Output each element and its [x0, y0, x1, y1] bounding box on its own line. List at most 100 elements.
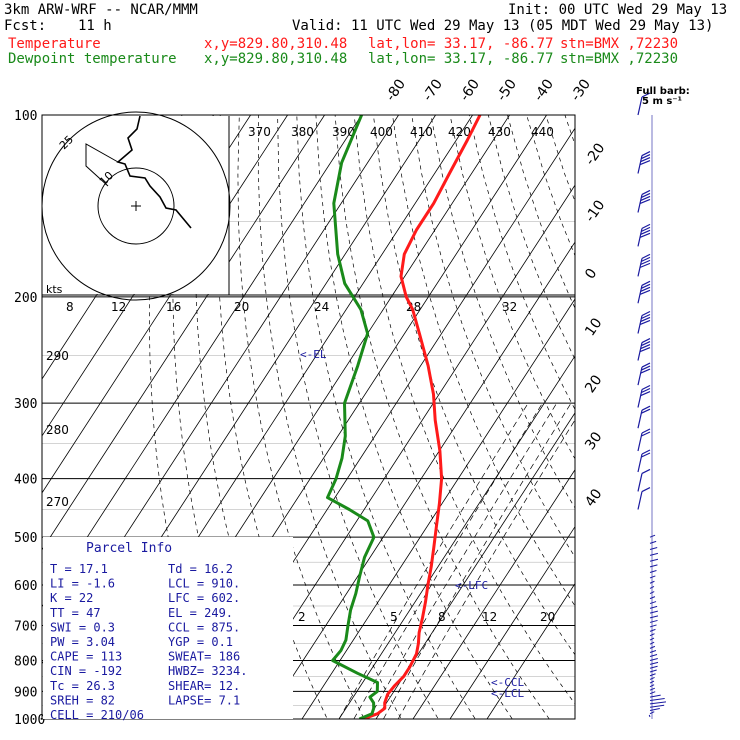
moist-adiabat — [383, 403, 572, 719]
parcel-row-right: EL = 249. — [168, 606, 233, 620]
dewpoint-legend-stn: stn=BMX ,72230 — [560, 51, 679, 67]
full-barb-label: Full barb: — [636, 86, 690, 97]
wind-barb-flag — [640, 195, 651, 202]
wind-barb-flag — [639, 198, 651, 205]
dry-adiabat — [353, 115, 575, 705]
parcel-row-right: LCL = 910. — [168, 577, 240, 591]
wind-barb-staff — [637, 432, 643, 452]
wind-barb-staff — [637, 473, 643, 492]
wind-barb-low — [649, 694, 661, 698]
wind-barb-flag — [641, 468, 651, 474]
lfc-marker: <-LFC — [455, 579, 488, 592]
dewpoint-legend-name: Dewpoint temperature — [8, 51, 177, 67]
lcl-marker: <-LCL — [491, 687, 524, 700]
moist-adiabat — [338, 403, 529, 719]
wind-barb — [637, 253, 651, 277]
isotherm-label: 0 — [582, 266, 600, 282]
hodograph-trace — [116, 115, 192, 229]
model-title: 3km ARW-WRF -- NCAR/MMM — [4, 2, 198, 18]
wind-barb-low — [649, 654, 658, 657]
isotherm-label: 20 — [582, 372, 605, 396]
wind-barb-low — [649, 665, 658, 669]
mixing-ratio-label: 2 — [298, 610, 306, 624]
hodograph-speed-label: 24 — [314, 300, 329, 314]
wind-barb-low — [649, 624, 657, 628]
forecast-hour: 11 h — [78, 18, 112, 34]
isotherm-label: -60 — [457, 76, 483, 104]
dry-adiabat — [172, 115, 254, 719]
wind-barb-low — [649, 650, 657, 653]
wind-barb-low — [649, 552, 658, 556]
isotherm-line — [301, 298, 575, 719]
parcel-info-panel: Parcel Info T = 17.1 Td = 16.2 LI = -1.6 LC… — [43, 537, 293, 722]
wind-barb-low — [649, 596, 656, 600]
theta-label: 410 — [410, 125, 433, 139]
dry-adiabat — [430, 115, 575, 509]
isotherm-label: -50 — [494, 76, 520, 104]
theta-label: 380 — [291, 125, 314, 139]
wind-barb-flag — [640, 368, 651, 374]
mixing-ratio-label: 5 — [390, 610, 398, 624]
isobar-label: 300 — [14, 397, 37, 412]
wind-barb-flag — [641, 452, 651, 458]
wind-barb-flag — [641, 189, 651, 196]
wind-barb-low — [649, 645, 656, 649]
parcel-row-right: SWEAT= 186 — [168, 650, 240, 664]
isobar-label: 1000 — [14, 713, 45, 728]
wind-barb-staff — [637, 453, 643, 473]
temperature-legend-xy: x,y=829.80,310.48 — [204, 36, 348, 52]
isobar-label: 900 — [14, 685, 37, 700]
dry-adiabat — [149, 115, 217, 719]
hodograph-speed-label: 12 — [111, 300, 126, 314]
parcel-row-right: HWBZ= 3234. — [168, 664, 247, 678]
wind-barb-low — [649, 707, 660, 711]
wind-barb-flag — [641, 338, 651, 344]
wind-barb-flag — [641, 384, 651, 391]
wind-barb-low — [649, 628, 656, 632]
wind-barb-low — [649, 575, 656, 579]
wind-barb-staff — [637, 491, 643, 510]
wind-barb-flag — [639, 319, 651, 326]
isotherm-line — [264, 241, 575, 719]
wind-barb — [637, 428, 651, 452]
hodograph-upper-trace — [85, 143, 119, 187]
temperature-legend-name: Temperature — [8, 36, 101, 52]
wind-barb-flag — [640, 286, 651, 292]
parcel-row-right: SHEAR= 12. — [168, 679, 240, 693]
theta-label: 390 — [332, 125, 355, 139]
parcel-row-left: CAPE = 113 — [50, 650, 122, 664]
isobar-label: 500 — [14, 531, 37, 546]
isobar-label: 600 — [14, 579, 37, 594]
theta-label: 420 — [448, 125, 471, 139]
wind-barb-low — [649, 615, 659, 619]
isobar-label: 400 — [14, 473, 37, 488]
wind-barb-flag — [640, 344, 651, 350]
theta-left-label: 270 — [46, 495, 69, 509]
wind-barb — [637, 338, 651, 361]
isobar-label: 100 — [14, 109, 37, 124]
theta-label: 430 — [488, 125, 511, 139]
wind-barb-flag — [640, 156, 651, 163]
isotherm-label: -30 — [568, 76, 594, 104]
wind-barb-low — [649, 610, 658, 614]
dry-adiabat — [277, 115, 439, 719]
wind-barb-flag — [639, 289, 651, 295]
wind-barb-flag — [641, 92, 651, 98]
isotherm-line — [486, 582, 575, 719]
init-time: Init: 00 UTC Wed 29 May 13 — [508, 2, 728, 18]
wind-barb — [637, 449, 651, 473]
parcel-row-left: PW = 3.04 — [50, 635, 115, 649]
isotherm-label: -70 — [420, 76, 446, 104]
wind-barb-staff — [637, 194, 643, 213]
wind-barb-low — [649, 534, 656, 538]
dry-adiabat — [449, 115, 575, 460]
parcel-row-left: SREH = 82 — [50, 693, 115, 707]
wind-barb-flag — [639, 346, 651, 353]
theta-label: 400 — [370, 125, 393, 139]
wind-barb-staff — [637, 315, 643, 334]
moist-adiabat — [368, 403, 557, 719]
forecast-label: Fcst: — [4, 18, 47, 34]
wind-barb-flag — [641, 487, 651, 493]
wind-barb-staff — [637, 389, 643, 408]
plot-frame — [41, 114, 576, 720]
